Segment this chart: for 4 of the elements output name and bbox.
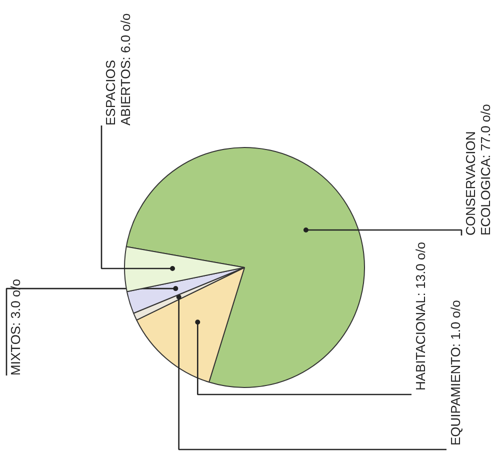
slice-label: CONSERVACION ECOLOGICA: 77.0 o/o [463, 104, 493, 236]
slice-label: EQUIPAMIENTO: 1.0 o/o [448, 300, 463, 446]
slice-label: ESPACIOS ABIERTOS: 6.0 o/o [103, 13, 133, 126]
slice-label: HABITACIONAL: 13.0 o/o [413, 242, 428, 390]
